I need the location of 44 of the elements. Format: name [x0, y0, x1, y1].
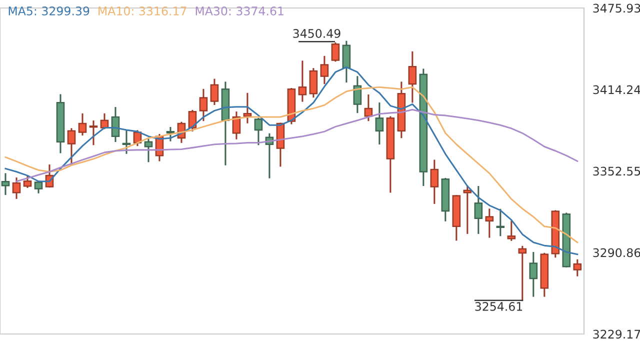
- annotation: 3254.61: [475, 302, 522, 311]
- candlestick: [320, 56, 329, 84]
- candlestick: [232, 112, 241, 140]
- candlestick: [166, 126, 175, 142]
- annotation: 3450.49: [293, 29, 340, 38]
- candlestick: [430, 160, 439, 204]
- text: MA10: 3316.17: [98, 6, 186, 16]
- candlestick: [100, 113, 109, 130]
- candlestick: [408, 51, 417, 103]
- text: MA30: 3374.61: [196, 6, 284, 16]
- candlestick: [111, 107, 120, 142]
- line-series: [4, 86, 578, 244]
- candlestick: [375, 102, 384, 144]
- candlestick: [507, 220, 516, 241]
- text: MA5: 3299.39: [8, 6, 90, 16]
- candlestick: [122, 130, 131, 154]
- candlestick: [474, 186, 483, 234]
- candlestick: [342, 40, 351, 83]
- candlestick: [298, 60, 307, 102]
- candlestick: [1, 173, 10, 195]
- candlestick: [78, 113, 87, 136]
- candlestick: [331, 42, 340, 62]
- candlestick: [67, 128, 76, 166]
- y-tick-label: 3414.24: [593, 85, 640, 94]
- candlestick: [210, 78, 219, 105]
- candlestick: [89, 120, 98, 146]
- candlestick: [518, 246, 527, 302]
- candlestick: [529, 252, 538, 297]
- candlestick: [254, 118, 263, 146]
- candlestick: [485, 208, 494, 238]
- y-tick-label: 3229.17: [593, 330, 640, 339]
- candlestick: [309, 68, 318, 98]
- candlestick: [353, 76, 362, 114]
- candlestick: [496, 208, 505, 236]
- y-tick-label: 3352.55: [593, 166, 640, 176]
- candlestick: [144, 138, 153, 162]
- candlestick: [199, 88, 208, 122]
- candlestick: [12, 177, 21, 199]
- y-tick-label: 3290.86: [593, 248, 640, 258]
- candlestick: [243, 92, 252, 124]
- candlestick: [573, 259, 582, 276]
- y-tick-label: 3475.93: [593, 4, 640, 13]
- candlestick: [463, 185, 472, 234]
- candlestick: [23, 176, 32, 188]
